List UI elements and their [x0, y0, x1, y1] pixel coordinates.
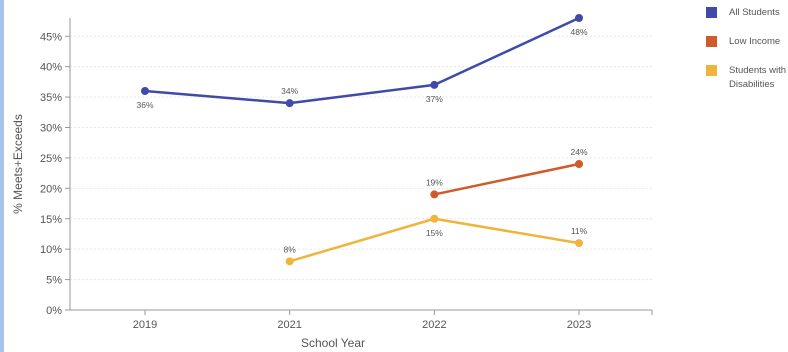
data-point-low-income: [430, 190, 439, 199]
y-tick-label: 35%: [40, 92, 62, 104]
axes: 0% 5% 10% 15% 20% 25% 30% 35% 40% 45% 2019 2021 2022…: [40, 18, 653, 331]
data-label-all-students: 48%: [571, 27, 588, 37]
y-tick-label: 30%: [40, 123, 62, 135]
accent-bar: [0, 0, 4, 352]
data-point-low-income: [575, 160, 584, 168]
data-point-all-students: [575, 14, 584, 22]
data-labels: 36% 34% 37% 48% 19% 24% 8% 15% 11%: [136, 27, 587, 254]
legend-item-all-students: All Students: [706, 6, 788, 20]
legend-label: All Students: [729, 7, 780, 18]
legend-swatch: [706, 36, 717, 47]
chart-legend: All Students Low Income Students with Disa…: [706, 6, 788, 107]
x-tick-label: 2022: [422, 319, 446, 331]
series-lines: [141, 14, 584, 266]
y-tick-label: 40%: [40, 62, 62, 74]
data-label-all-students: 34%: [281, 86, 298, 96]
y-tick-label: 15%: [40, 214, 62, 226]
data-label-students-with-disabilities: 8%: [284, 244, 297, 254]
y-tick-label: 20%: [40, 183, 62, 195]
legend-item-students-with-disabilities: Students with Disabilities: [706, 64, 788, 92]
data-label-students-with-disabilities: 11%: [571, 226, 588, 236]
data-point-all-students: [430, 80, 439, 89]
data-point-all-students: [285, 99, 294, 108]
legend-swatch: [706, 65, 717, 76]
series-line-all-students: [144, 16, 580, 105]
y-tick-label: 0%: [46, 305, 62, 317]
y-tick-label: 45%: [40, 31, 62, 43]
data-point-all-students: [141, 87, 149, 95]
y-axis-title: % Meets+Exceeds: [11, 114, 25, 214]
y-tick-label: 10%: [40, 244, 62, 256]
series-line-students-with-disabilities: [289, 217, 580, 263]
legend-label: Students with Disabilities: [729, 65, 787, 90]
data-label-low-income: 24%: [571, 147, 588, 157]
y-tick-label: 5%: [46, 275, 62, 287]
grid-lines: [70, 35, 652, 281]
data-point-students-with-disabilities: [575, 239, 584, 248]
data-label-students-with-disabilities: 15%: [426, 228, 443, 238]
legend-swatch: [706, 7, 717, 18]
legend-item-low-income: Low Income: [706, 35, 788, 49]
data-point-students-with-disabilities: [285, 257, 294, 266]
x-axis-title: School Year: [301, 336, 365, 350]
data-label-all-students: 36%: [136, 100, 153, 110]
y-tick-label: 25%: [40, 153, 62, 165]
x-tick-label: 2023: [567, 319, 591, 331]
x-tick-label: 2021: [277, 319, 301, 331]
data-point-students-with-disabilities: [430, 214, 439, 223]
data-label-all-students: 37%: [426, 94, 443, 104]
data-label-low-income: 19%: [426, 177, 443, 187]
series-line-low-income: [434, 162, 580, 196]
legend-label: Low Income: [729, 36, 781, 47]
x-tick-label: 2019: [133, 319, 157, 331]
